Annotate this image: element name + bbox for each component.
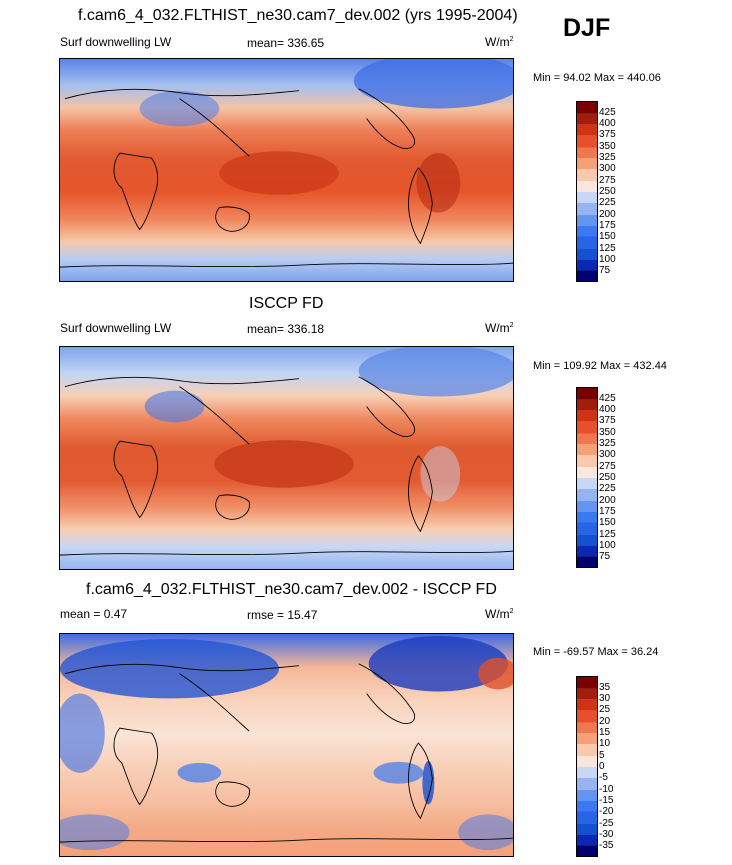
colorbar-tick-label: 25 (599, 704, 611, 715)
colorbar-tick-label: 100 (599, 254, 616, 265)
panel-2-title: ISCCP FD (249, 295, 324, 312)
panel-3-units: W/m2 (485, 607, 514, 621)
colorbar-tick-label: 35 (599, 682, 611, 693)
panel-1-title: f.cam6_4_032.FLTHIST_ne30.cam7_dev.002 (… (78, 7, 518, 24)
colorbar-tick-label: 250 (599, 472, 616, 483)
panel-2-colorbar-labels: 425 400 375 350 325 300 275 250 225 200 … (576, 387, 656, 568)
panel-1-units: W/m2 (485, 35, 514, 49)
colorbar-tick-label: 225 (599, 483, 616, 494)
colorbar-tick-label: -15 (599, 795, 614, 806)
colorbar-tick-label: 175 (599, 220, 616, 231)
panel-3-title: f.cam6_4_032.FLTHIST_ne30.cam7_dev.002 -… (86, 581, 497, 598)
colorbar-tick-label: 200 (599, 209, 616, 220)
panel-3-map (59, 633, 514, 857)
colorbar-tick-label: 200 (599, 495, 616, 506)
colorbar-tick-label: 325 (599, 438, 616, 449)
panel-1-mean-label: mean= 336.65 (247, 36, 325, 50)
colorbar-tick-label: 225 (599, 197, 616, 208)
colorbar-tick-label: 425 (599, 393, 616, 404)
colorbar-tick-label: 0 (599, 761, 605, 772)
panel-3-rmse-label: rmse = 15.47 (247, 608, 318, 622)
colorbar-tick-label: 250 (599, 186, 616, 197)
colorbar-tick-label: 20 (599, 716, 611, 727)
panel-1-colorbar (576, 101, 598, 282)
colorbar-tick-label: 350 (599, 141, 616, 152)
colorbar-tick-label: -20 (599, 806, 614, 817)
colorbar-tick-label: 75 (599, 551, 611, 562)
panel-2-mean-label: mean= 336.18 (247, 322, 325, 336)
panel-2-map (59, 346, 514, 570)
panel-2-minmax: Min = 109.92 Max = 432.44 (533, 360, 667, 372)
panel-3-colorbar (576, 676, 598, 857)
colorbar-tick-label: -5 (599, 772, 608, 783)
colorbar-tick-label: 425 (599, 107, 616, 118)
panel-3-colorbar-labels: 35 30 25 20 15 10 5 0 -5 -10 -15 -20 -25… (576, 676, 656, 857)
colorbar-tick-label: 350 (599, 427, 616, 438)
colorbar-tick-label: 150 (599, 231, 616, 242)
colorbar-tick-label: -25 (599, 818, 614, 829)
colorbar-tick-label: 275 (599, 461, 616, 472)
panel-1-minmax: Min = 94.02 Max = 440.06 (533, 72, 661, 84)
colorbar-tick-label: 75 (599, 265, 611, 276)
colorbar-tick-label: 15 (599, 727, 611, 738)
panel-1-colorbar-labels: 425 400 375 350 325 300 275 250 225 200 … (576, 101, 656, 282)
panel-1-map (59, 58, 514, 282)
colorbar-tick-label: 125 (599, 243, 616, 254)
colorbar-tick-label: -35 (599, 840, 614, 851)
colorbar-tick-label: 30 (599, 693, 611, 704)
colorbar-tick-label: 275 (599, 175, 616, 186)
colorbar-tick-label: 375 (599, 129, 616, 140)
panel-2-variable-label: Surf downwelling LW (60, 321, 172, 335)
colorbar-tick-label: 400 (599, 118, 616, 129)
colorbar-tick-label: 175 (599, 506, 616, 517)
colorbar-tick-label: 300 (599, 449, 616, 460)
colorbar-tick-label: 325 (599, 152, 616, 163)
colorbar-tick-label: 375 (599, 415, 616, 426)
panel-3-minmax: Min = -69.57 Max = 36.24 (533, 646, 659, 658)
panel-2-colorbar (576, 387, 598, 568)
colorbar-tick-label: -30 (599, 829, 614, 840)
colorbar-tick-label: 400 (599, 404, 616, 415)
colorbar-tick-label: 10 (599, 738, 611, 749)
panel-3-mean-label: mean = 0.47 (60, 607, 128, 621)
colorbar-tick-label: 100 (599, 540, 616, 551)
season-label: DJF (563, 14, 611, 42)
colorbar-tick-label: 125 (599, 529, 616, 540)
colorbar-tick-label: -10 (599, 784, 614, 795)
colorbar-tick-label: 300 (599, 163, 616, 174)
panel-1-variable-label: Surf downwelling LW (60, 35, 172, 49)
panel-2-units: W/m2 (485, 321, 514, 335)
colorbar-tick-label: 150 (599, 517, 616, 528)
colorbar-tick-label: 5 (599, 750, 605, 761)
